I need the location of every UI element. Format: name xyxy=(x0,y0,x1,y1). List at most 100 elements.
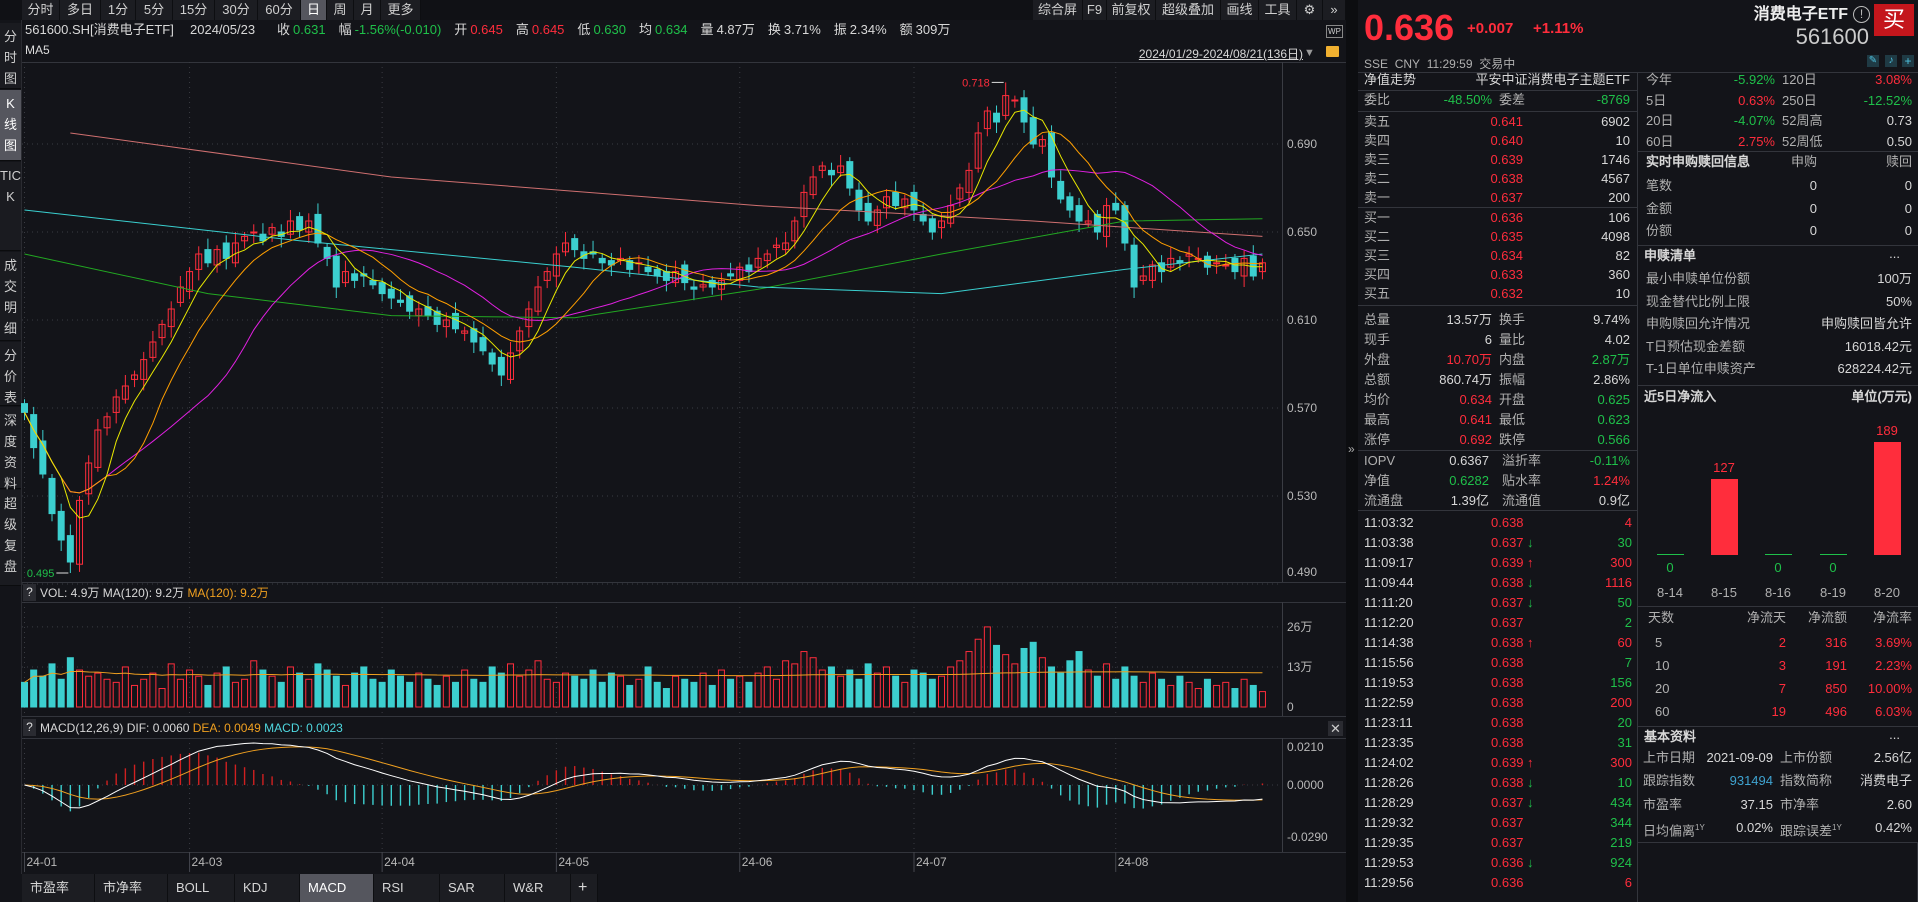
indicator-tab-7[interactable]: W&R xyxy=(505,874,571,902)
date-range-selector[interactable]: 2024/01/29-2024/08/21(136日) xyxy=(1138,47,1303,61)
exchange: SSE xyxy=(1364,57,1389,71)
vol-help-button[interactable]: ? xyxy=(23,584,36,601)
return-value: -5.92% xyxy=(1733,72,1775,87)
indicator-tab-5[interactable]: RSI xyxy=(374,874,440,902)
info-value: 0.645 xyxy=(470,22,503,37)
wp-icon[interactable]: WP xyxy=(1326,25,1343,38)
volume-bar xyxy=(681,678,689,708)
superscript: 1Y xyxy=(1832,822,1842,832)
candle-body xyxy=(250,231,258,234)
creation-label: T日预估现金差额 xyxy=(1646,338,1745,354)
candle-body xyxy=(332,255,340,288)
return-label: 52周高 xyxy=(1782,113,1823,128)
more-tools-icon[interactable]: » xyxy=(1323,0,1346,20)
realtime-label: 份额 xyxy=(1646,223,1673,238)
period-tab-2[interactable]: 1分 xyxy=(101,0,136,20)
candle-body xyxy=(433,310,441,325)
buy-button[interactable]: 买 xyxy=(1874,4,1914,36)
volume-bar xyxy=(516,675,524,708)
info-icon[interactable]: ! xyxy=(1853,6,1870,23)
volume-bar xyxy=(158,688,166,708)
lock-icon[interactable] xyxy=(1326,46,1339,57)
gear-icon[interactable]: ⚙ xyxy=(1297,0,1323,20)
candle-body xyxy=(1176,260,1184,264)
tick-time: 11:12:20 xyxy=(1364,615,1414,630)
divider xyxy=(1358,72,1918,73)
net-flow-bar xyxy=(1711,478,1738,555)
volume-bar xyxy=(488,666,496,708)
candle-body xyxy=(791,220,799,242)
ma10-line xyxy=(24,130,1263,494)
sidebar-tab-5[interactable]: 深度资料 xyxy=(0,407,21,491)
kline-chart[interactable]: 0.718 0.495 xyxy=(0,0,1346,874)
add-indicator-button[interactable]: + xyxy=(571,874,598,902)
sidebar-tab-2[interactable]: TICK xyxy=(0,162,21,251)
indicator-tab-6[interactable]: SAR xyxy=(440,874,505,902)
period-tab-10[interactable]: 更多 xyxy=(381,0,421,20)
sidebar-tab-3[interactable]: 成交明细 xyxy=(0,252,21,341)
tool-1[interactable]: F9 xyxy=(1083,0,1107,20)
sidebar-tab-6[interactable]: 超级复盘 xyxy=(0,490,21,586)
candle-body xyxy=(598,257,606,264)
volume-bar xyxy=(1057,672,1065,708)
volume-bar xyxy=(818,669,826,708)
period-tab-9[interactable]: 月 xyxy=(354,0,381,20)
price-tick-label: 0.690 xyxy=(1287,137,1318,151)
candle-body xyxy=(369,279,377,286)
volume-bar xyxy=(1112,678,1120,708)
indicator-tab-0[interactable]: 市盈率 xyxy=(22,874,95,902)
creation-value: 50% xyxy=(1885,293,1912,309)
tick-time: 11:28:29 xyxy=(1364,795,1414,810)
volume-bar xyxy=(461,669,469,708)
macd-help-button[interactable]: ? xyxy=(23,719,36,736)
period-tab-3[interactable]: 5分 xyxy=(136,0,173,20)
info-item: 开 0.645 xyxy=(454,22,503,38)
indicator-tab-3[interactable]: KDJ xyxy=(235,874,300,902)
info-item: 高 0.645 xyxy=(516,22,565,38)
basic-label: 上市日期 xyxy=(1643,750,1696,765)
candle-body xyxy=(479,337,487,352)
flow-days: 5 xyxy=(1655,635,1663,650)
period-tab-8[interactable]: 周 xyxy=(327,0,354,20)
ma-label: MA5 xyxy=(25,43,50,57)
candle-body xyxy=(928,218,936,233)
candle-body xyxy=(882,196,890,209)
collapse-panel-icon[interactable]: » xyxy=(1348,442,1355,456)
indicator-tab-2[interactable]: BOLL xyxy=(168,874,235,902)
volume-bar xyxy=(892,675,900,708)
sidebar-tab-0[interactable]: 分时图 xyxy=(0,23,21,89)
close-indicator-icon[interactable]: ✕ xyxy=(1328,721,1343,736)
range-dropdown-icon[interactable]: ▼ xyxy=(1304,47,1315,59)
bid-label: 买五 xyxy=(1364,286,1391,301)
period-tab-1[interactable]: 多日 xyxy=(60,0,101,20)
tool-0[interactable]: 综合屏 xyxy=(1033,0,1083,20)
tool-2[interactable]: 前复权 xyxy=(1107,0,1156,20)
period-tab-0[interactable]: 分时 xyxy=(22,0,60,20)
ask-volume: 6902 xyxy=(1601,114,1630,129)
edit-icon[interactable]: ✎ xyxy=(1867,55,1879,67)
candle-body xyxy=(690,286,698,290)
tool-4[interactable]: 画线 xyxy=(1221,0,1259,20)
volume-bar xyxy=(195,675,203,708)
bell-icon[interactable]: ♪ xyxy=(1885,55,1897,67)
panel-divider[interactable] xyxy=(1346,0,1358,902)
period-tab-7[interactable]: 日 xyxy=(301,0,327,20)
sidebar-tab-1[interactable]: K线图 xyxy=(0,90,21,161)
info-item: 均 0.634 xyxy=(639,22,688,38)
indicator-tab-4[interactable]: MACD xyxy=(300,874,374,902)
basic-value: 0.02% xyxy=(1736,819,1773,835)
tool-5[interactable]: 工具 xyxy=(1259,0,1297,20)
quote-time: 11:29:59 xyxy=(1426,57,1473,71)
add-icon[interactable]: + xyxy=(1902,55,1914,67)
tool-3[interactable]: 超级叠加 xyxy=(1156,0,1221,20)
stat-label: 外盘 xyxy=(1364,352,1391,367)
volume-bar xyxy=(525,669,533,708)
period-tab-5[interactable]: 30分 xyxy=(215,0,258,20)
bid-volume: 106 xyxy=(1608,210,1630,225)
period-tab-6[interactable]: 60分 xyxy=(258,0,301,20)
sidebar-tab-4[interactable]: 分价表 xyxy=(0,342,21,406)
period-tab-4[interactable]: 15分 xyxy=(173,0,215,20)
info-code: 561600.SH[消费电子ETF] xyxy=(25,22,174,37)
iopv-value: 1.24% xyxy=(1593,473,1630,488)
indicator-tab-1[interactable]: 市净率 xyxy=(95,874,168,902)
